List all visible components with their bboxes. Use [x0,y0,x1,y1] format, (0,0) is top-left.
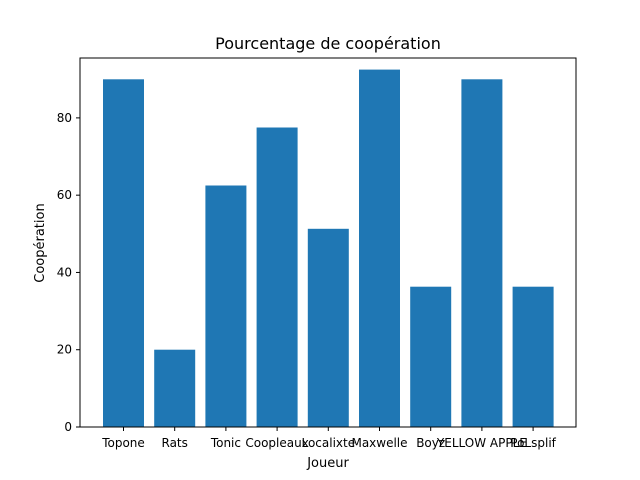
x-axis-label: Joueur [306,456,349,471]
bar-4 [307,228,349,427]
bar-2 [205,185,247,427]
bar-8 [512,286,554,427]
x-tick-label-5: Maxwelle [351,436,407,450]
x-tick-label-6: Boyz [416,436,445,450]
bar-0 [103,79,144,428]
x-tick-label-4: Localixte [301,436,355,450]
bar-3 [256,127,298,427]
x-tick-label-2: Tonic [210,436,241,450]
bar-5 [359,69,400,427]
x-tick-label-1: Rats [162,436,188,450]
plot-frame [79,57,577,428]
y-axis-label: Coopération [33,203,48,282]
chart-title: Pourcentage de coopération [215,34,441,53]
x-tick-label-8: PoLsplif [510,436,556,450]
bars-group [103,69,554,428]
x-tick-label-3: Coopleaux [245,436,308,450]
bar-1 [154,349,196,427]
y-tick-label-2: 40 [57,265,72,279]
y-tick-label-3: 60 [57,188,72,202]
y-tick-label-4: 80 [57,111,72,125]
y-tick-label-0: 0 [64,420,72,434]
x-axis-ticks: Topone Rats Tonic CoopleauxLocalixteMaxwell… [101,427,557,450]
bar-6 [410,286,452,427]
x-tick-label-7: YELLOW APPLE [436,436,527,450]
y-tick-label-1: 20 [57,343,72,357]
y-axis-ticks: 0 20 40 60 80 [57,111,80,434]
x-tick-label-0: Topone [101,436,145,450]
bar-7 [461,79,503,428]
